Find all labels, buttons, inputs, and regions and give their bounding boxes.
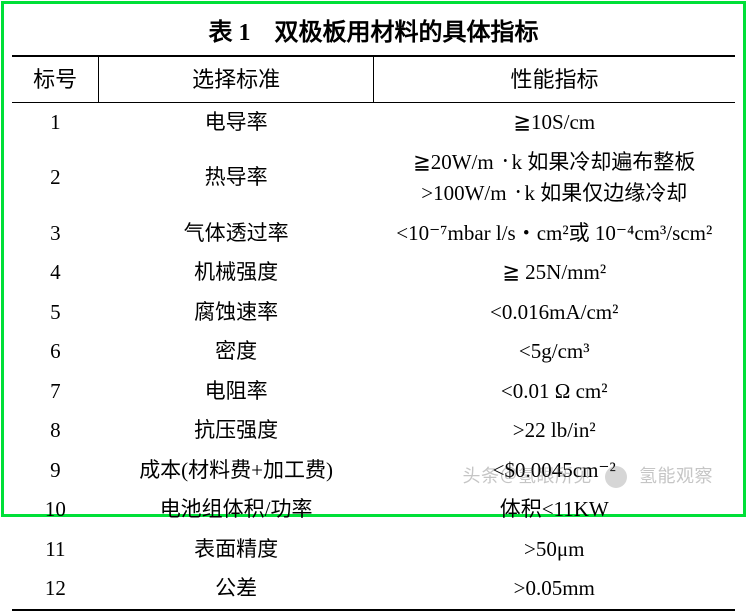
- cell-spec: ≧ 25N/mm²: [373, 253, 735, 293]
- header-index: 标号: [12, 56, 99, 103]
- table-row: 10 电池组体积/功率 体积<11KW: [12, 490, 735, 530]
- table-row: 6 密度 <5g/cm³: [12, 332, 735, 372]
- table-row: 9 成本(材料费+加工费) <$0.0045cm⁻²: [12, 451, 735, 491]
- table-row: 4 机械强度 ≧ 25N/mm²: [12, 253, 735, 293]
- table-row: 11 表面精度 >50μm: [12, 530, 735, 570]
- cell-index: 2: [12, 143, 99, 214]
- cell-index: 5: [12, 293, 99, 333]
- cell-criteria: 电导率: [99, 103, 374, 143]
- cell-spec: >50μm: [373, 530, 735, 570]
- table-caption: 表 1 双极板用材料的具体指标: [12, 8, 735, 55]
- cell-criteria: 表面精度: [99, 530, 374, 570]
- cell-criteria: 机械强度: [99, 253, 374, 293]
- cell-spec: 体积<11KW: [373, 490, 735, 530]
- cell-criteria: 气体透过率: [99, 214, 374, 254]
- table-row: 12 公差 >0.05mm: [12, 569, 735, 610]
- table-row: 1 电导率 ≧10S/cm: [12, 103, 735, 143]
- table-row: 7 电阻率 <0.01 Ω cm²: [12, 372, 735, 412]
- cell-spec: <10⁻⁷mbar l/s・cm²或 10⁻⁴cm³/scm²: [373, 214, 735, 254]
- cell-criteria: 抗压强度: [99, 411, 374, 451]
- cell-spec: <0.01 Ω cm²: [373, 372, 735, 412]
- cell-spec: <$0.0045cm⁻²: [373, 451, 735, 491]
- spec-table: 标号 选择标准 性能指标 1 电导率 ≧10S/cm 2 热导率 ≧20W/m …: [12, 55, 735, 611]
- cell-criteria: 公差: [99, 569, 374, 610]
- table-row: 8 抗压强度 >22 lb/in²: [12, 411, 735, 451]
- cell-spec: <5g/cm³: [373, 332, 735, 372]
- cell-spec: <0.016mA/cm²: [373, 293, 735, 333]
- table-row: 5 腐蚀速率 <0.016mA/cm²: [12, 293, 735, 333]
- table-header-row: 标号 选择标准 性能指标: [12, 56, 735, 103]
- cell-criteria: 密度: [99, 332, 374, 372]
- cell-spec: ≧20W/m ᛫k 如果冷却遍布整板>100W/m ᛫k 如果仅边缘冷却: [373, 143, 735, 214]
- cell-index: 4: [12, 253, 99, 293]
- cell-index: 9: [12, 451, 99, 491]
- cell-index: 3: [12, 214, 99, 254]
- cell-criteria: 成本(材料费+加工费): [99, 451, 374, 491]
- cell-index: 6: [12, 332, 99, 372]
- cell-criteria: 腐蚀速率: [99, 293, 374, 333]
- cell-index: 8: [12, 411, 99, 451]
- cell-spec: >22 lb/in²: [373, 411, 735, 451]
- cell-criteria: 电池组体积/功率: [99, 490, 374, 530]
- cell-index: 11: [12, 530, 99, 570]
- cell-criteria: 热导率: [99, 143, 374, 214]
- cell-criteria: 电阻率: [99, 372, 374, 412]
- cell-spec: >0.05mm: [373, 569, 735, 610]
- cell-index: 1: [12, 103, 99, 143]
- cell-index: 10: [12, 490, 99, 530]
- header-criteria: 选择标准: [99, 56, 374, 103]
- cell-index: 12: [12, 569, 99, 610]
- cell-spec: ≧10S/cm: [373, 103, 735, 143]
- table-row: 3 气体透过率 <10⁻⁷mbar l/s・cm²或 10⁻⁴cm³/scm²: [12, 214, 735, 254]
- table-row: 2 热导率 ≧20W/m ᛫k 如果冷却遍布整板>100W/m ᛫k 如果仅边缘…: [12, 143, 735, 214]
- header-spec: 性能指标: [373, 56, 735, 103]
- cell-index: 7: [12, 372, 99, 412]
